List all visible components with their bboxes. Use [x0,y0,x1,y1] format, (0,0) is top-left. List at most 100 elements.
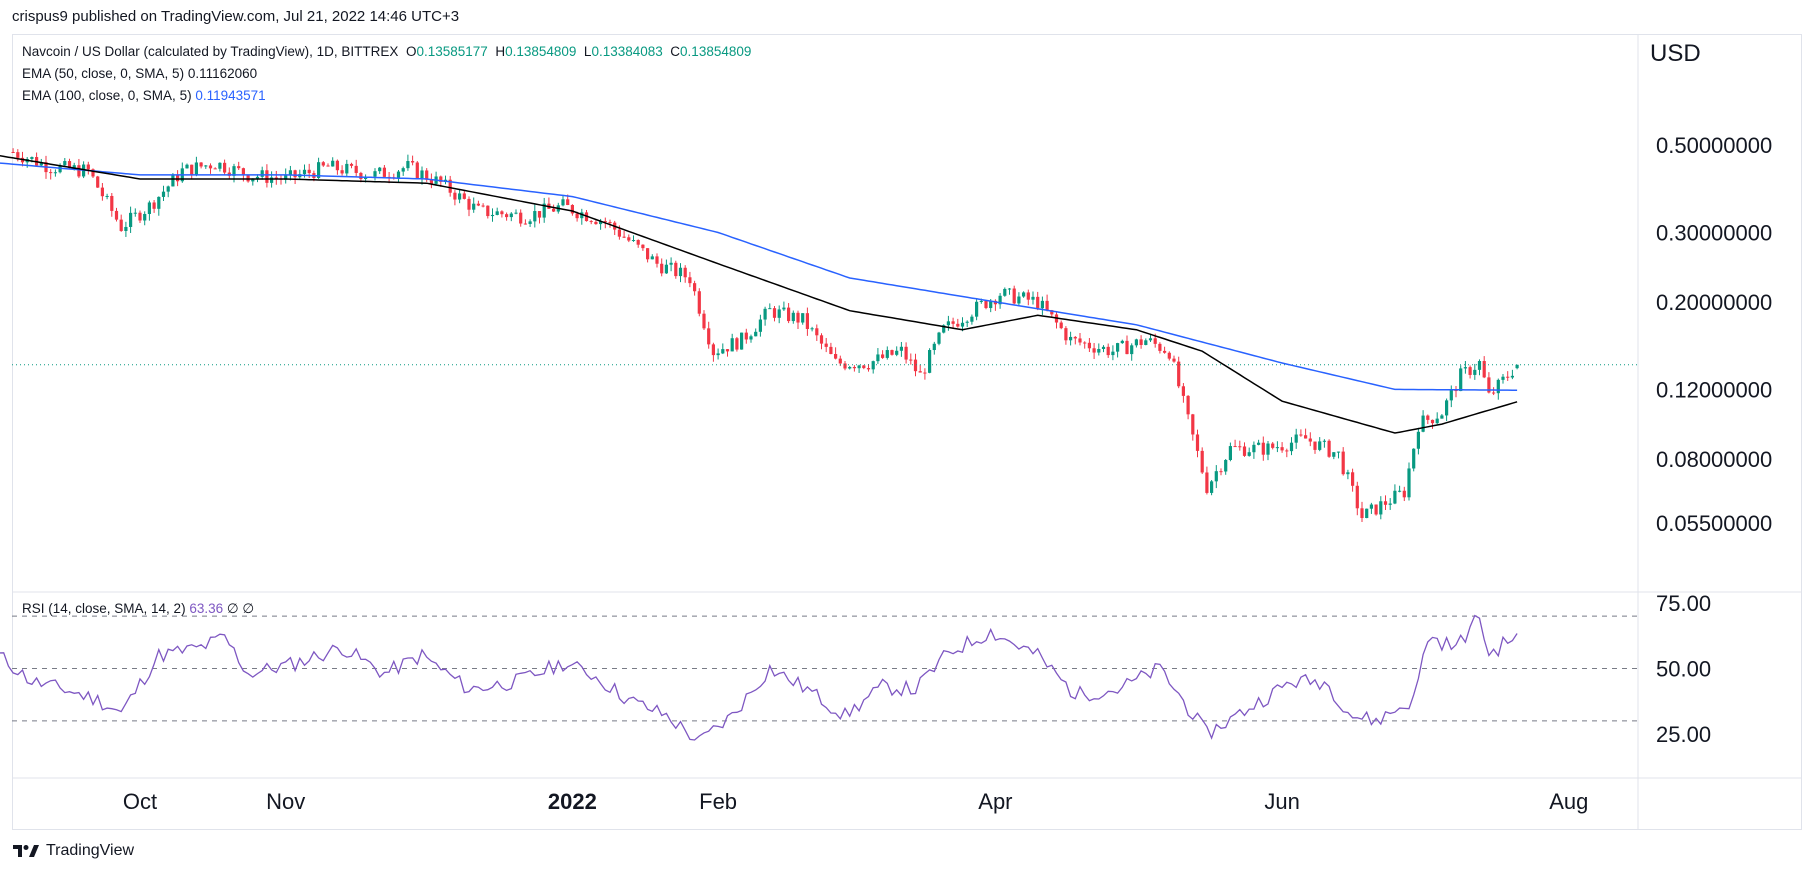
candle-body [1101,346,1106,349]
candle-body [1059,322,1063,329]
candle-body [514,212,518,214]
candle-body [255,176,260,179]
candle-body [1515,364,1519,369]
candle-body [533,211,537,222]
candle-body [171,174,175,187]
candle-body [989,300,993,309]
candle-body [1210,481,1214,493]
candle-body [472,203,476,210]
candle-body [241,168,245,176]
candle-body [1308,438,1312,442]
candle-body [1026,292,1030,300]
candle-body [1271,443,1275,448]
candle-body [711,344,715,356]
candle-body [396,171,401,178]
candle-body [848,367,852,369]
rsi-legend[interactable]: RSI (14, close, SMA, 14, 2) 63.36 ∅ ∅ [22,601,254,617]
candle-body [157,196,161,209]
candle-body [1299,434,1303,436]
tradingview-footer[interactable]: TradingView [12,842,134,860]
candle-body [599,221,603,225]
candle-body [965,321,969,323]
candle-body [147,202,151,214]
candle-body [824,343,828,347]
candle-body [1219,471,1223,473]
candle-body [979,300,983,302]
candle-body [1365,508,1369,519]
candle-body [199,162,203,167]
candle-body [467,198,471,210]
symbol-title[interactable]: Navcoin / US Dollar (calculated by Tradi… [22,44,399,59]
time-tick-label: Aug [1549,789,1588,814]
candle-body [1360,508,1364,519]
candle-body [223,162,227,173]
candle-body [331,160,335,167]
price-tick-label: 0.05500000 [1656,511,1772,536]
close-value: 0.13854809 [680,44,752,59]
candle-body [1247,452,1251,456]
candle-body [288,170,292,175]
candle-body [1407,468,1411,498]
candle-body [251,178,255,182]
candle-body [500,211,504,215]
candle-body [552,208,556,212]
candle-body [918,371,922,373]
candle-body [1374,504,1378,515]
candle-body [1003,288,1007,296]
candle-body [326,165,330,167]
ema50-legend[interactable]: EMA (50, close, 0, SMA, 5) 0.11162060 [22,66,257,81]
candle-body [1177,361,1181,387]
candle-body [1158,343,1162,351]
candle-body [1186,395,1190,415]
time-tick-label: Oct [123,789,157,814]
candle-body [942,325,946,333]
candle-body [580,212,584,219]
candle-body [857,365,861,369]
candle-body [77,165,81,177]
candle-body [650,256,654,260]
candle-body [340,170,344,174]
ema100-legend[interactable]: EMA (100, close, 0, SMA, 5) 0.11943571 [22,88,266,103]
candle-body [1412,448,1416,469]
candle-body [208,165,213,169]
currency-label[interactable]: USD [1650,40,1701,67]
candle-body [796,312,800,323]
candle-body [260,170,264,177]
candle-body [1496,379,1500,394]
rsi-value: 63.36 [189,601,224,616]
candle-body [843,363,847,369]
candle-body [937,332,941,344]
candle-body [801,313,805,323]
candle-body [1266,443,1270,455]
candle-body [110,195,114,211]
candle-body [594,221,598,225]
candle-body [53,172,57,174]
candle-body [124,226,128,231]
candle-body [1191,414,1195,435]
candle-body [815,328,819,336]
candle-body [899,346,903,351]
candle-body [890,350,894,355]
candle-body [876,354,880,362]
rsi-line [0,614,1518,741]
candle-body [63,161,67,166]
candle-body [1440,415,1444,419]
candle-body [1336,451,1341,453]
candle-body [1426,415,1430,420]
candle-body [660,263,664,274]
candle-body [1261,442,1265,455]
candle-body [72,165,76,169]
candle-body [862,365,866,369]
candle-body [664,264,668,274]
candle-body [772,308,777,318]
candle-body [1031,296,1035,300]
candle-body [1487,377,1491,393]
candle-body [453,192,457,200]
candle-body [537,211,542,218]
candle-body [1463,367,1467,369]
candle-body [1120,340,1124,344]
candle-body [721,349,725,354]
candle-body [293,170,297,178]
candle-body [270,177,274,183]
